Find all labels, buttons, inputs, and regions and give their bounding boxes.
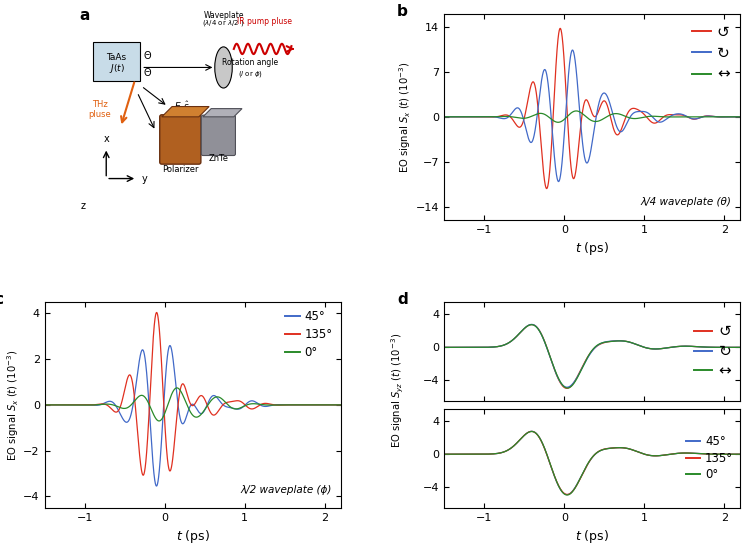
Text: pluse: pluse [89,110,112,119]
Text: λ/4 waveplate (θ): λ/4 waveplate (θ) [641,198,731,208]
Text: Waveplate: Waveplate [203,11,244,20]
Text: $\Theta$: $\Theta$ [143,66,152,78]
Text: ($l$ or $\phi$): ($l$ or $\phi$) [238,69,263,79]
Legend: 45°, 135°, 0°: 45°, 135°, 0° [280,306,337,363]
FancyBboxPatch shape [160,115,201,164]
Y-axis label: EO signal $S_x$ $(t)$ $(10^{-3})$: EO signal $S_x$ $(t)$ $(10^{-3})$ [4,349,21,460]
Text: EO signal $S_{yz}$ $(t)$ $(10^{-3})$: EO signal $S_{yz}$ $(t)$ $(10^{-3})$ [390,333,406,448]
Text: $E_x\hat{s}$: $E_x\hat{s}$ [174,99,190,114]
Text: b: b [397,4,408,18]
Text: d: d [397,292,408,307]
Text: z: z [81,201,86,211]
Text: Polarizer: Polarizer [162,165,199,175]
Text: $\Theta$: $\Theta$ [143,49,152,61]
Legend: ↺, ↻, ↔: ↺, ↻, ↔ [686,18,736,88]
Text: ($\lambda$/4 or $\lambda$/2 ): ($\lambda$/4 or $\lambda$/2 ) [202,18,245,28]
Text: y: y [141,174,147,184]
Text: a: a [80,8,90,23]
Text: THz: THz [92,99,108,109]
FancyBboxPatch shape [93,42,140,81]
FancyBboxPatch shape [202,115,235,156]
Text: $E_{yz}\hat{p}$: $E_{yz}\hat{p}$ [160,130,180,145]
Text: $J(t)$: $J(t)$ [109,62,124,75]
Ellipse shape [215,47,232,88]
X-axis label: $t$ (ps): $t$ (ps) [176,528,210,545]
X-axis label: $t$ (ps): $t$ (ps) [575,528,609,545]
Text: TaAs: TaAs [106,52,126,62]
Legend: 45°, 135°, 0°: 45°, 135°, 0° [682,431,738,486]
X-axis label: $t$ (ps): $t$ (ps) [575,240,609,257]
Text: IR pump pluse: IR pump pluse [237,17,292,26]
Y-axis label: EO signal $S_x$ $(t)$ $(10^{-3})$: EO signal $S_x$ $(t)$ $(10^{-3})$ [397,61,413,172]
Legend: ↺, ↻, ↔: ↺, ↻, ↔ [687,318,737,384]
Text: λ/2 waveplate (ϕ): λ/2 waveplate (ϕ) [240,485,332,496]
Text: c: c [0,292,3,307]
Polygon shape [203,109,242,117]
Polygon shape [161,107,209,117]
Text: Rotation angle: Rotation angle [222,59,278,68]
Text: x: x [103,133,109,143]
Text: ZnTe: ZnTe [208,154,228,163]
